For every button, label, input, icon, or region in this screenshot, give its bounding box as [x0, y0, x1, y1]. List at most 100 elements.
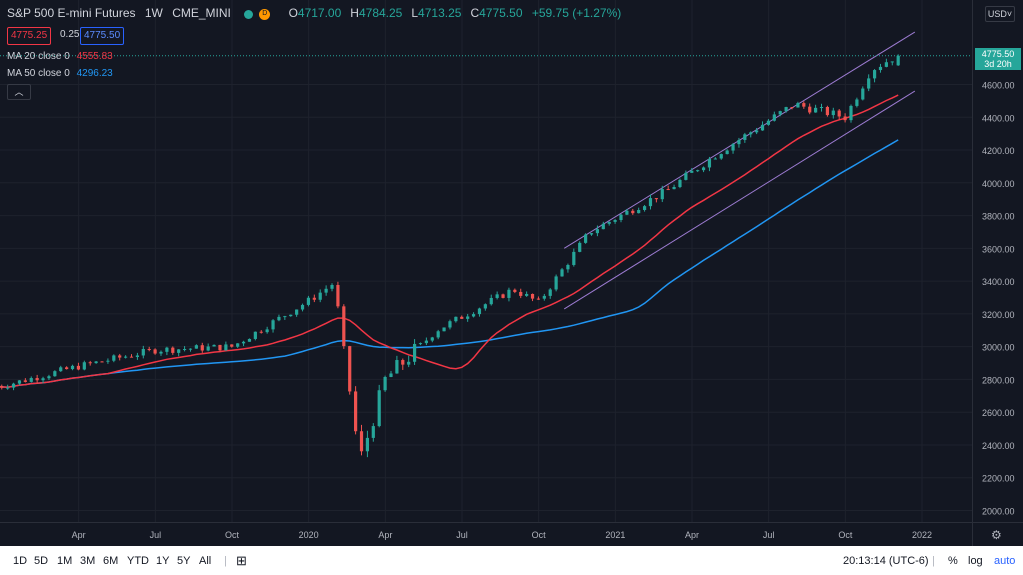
- candle[interactable]: [701, 166, 706, 173]
- candle[interactable]: [342, 304, 346, 349]
- candle[interactable]: [354, 386, 358, 435]
- auto-toggle[interactable]: auto: [994, 555, 1016, 567]
- candle[interactable]: [595, 225, 600, 237]
- candle[interactable]: [289, 314, 293, 317]
- candle[interactable]: [159, 350, 163, 356]
- candle[interactable]: [743, 132, 747, 143]
- candle[interactable]: [808, 103, 812, 115]
- candle[interactable]: [554, 274, 558, 292]
- candle[interactable]: [82, 360, 86, 371]
- candle[interactable]: [872, 69, 877, 83]
- ma20-legend[interactable]: MA 20 close 0 4555.83: [7, 51, 113, 62]
- candle[interactable]: [867, 74, 871, 92]
- candle[interactable]: [118, 353, 122, 361]
- range-1y-button[interactable]: 1Y: [156, 555, 170, 567]
- candle[interactable]: [660, 185, 664, 203]
- candle[interactable]: [572, 248, 576, 267]
- candle[interactable]: [483, 303, 487, 311]
- candle[interactable]: [878, 63, 883, 73]
- candle[interactable]: [312, 294, 316, 303]
- candle[interactable]: [241, 340, 246, 347]
- candle[interactable]: [47, 374, 51, 381]
- candle[interactable]: [536, 296, 541, 300]
- candle[interactable]: [755, 127, 759, 135]
- candle[interactable]: [271, 319, 275, 333]
- candle[interactable]: [784, 106, 788, 113]
- candles[interactable]: [0, 54, 900, 458]
- candle[interactable]: [336, 281, 340, 309]
- candle[interactable]: [348, 345, 352, 395]
- candle[interactable]: [713, 157, 717, 160]
- candle[interactable]: [837, 109, 841, 120]
- candle[interactable]: [306, 295, 311, 307]
- candle[interactable]: [230, 344, 234, 348]
- candle[interactable]: [330, 283, 334, 292]
- candle[interactable]: [731, 142, 735, 154]
- candle[interactable]: [141, 345, 145, 359]
- candle[interactable]: [412, 339, 417, 365]
- candle[interactable]: [778, 110, 782, 117]
- candle[interactable]: [861, 86, 865, 101]
- candle[interactable]: [442, 327, 446, 332]
- candle[interactable]: [365, 430, 370, 458]
- candle[interactable]: [200, 342, 204, 353]
- candle[interactable]: [460, 315, 464, 319]
- range-ytd-button[interactable]: YTD: [127, 555, 149, 567]
- candle[interactable]: [377, 384, 381, 428]
- interval-label[interactable]: 1W: [144, 6, 163, 20]
- range-6m-button[interactable]: 6M: [103, 555, 119, 567]
- candle[interactable]: [619, 213, 623, 223]
- ma20-line[interactable]: [0, 94, 899, 388]
- candle[interactable]: [395, 355, 399, 374]
- candle[interactable]: [584, 233, 588, 244]
- range-1m-button[interactable]: 1M: [57, 555, 73, 567]
- candle[interactable]: [424, 337, 428, 346]
- candle[interactable]: [177, 349, 181, 357]
- candle[interactable]: [383, 375, 387, 392]
- candle[interactable]: [690, 168, 694, 173]
- candle[interactable]: [236, 343, 240, 348]
- collapse-legend-button[interactable]: ︿: [7, 84, 31, 100]
- candle[interactable]: [277, 314, 281, 322]
- candle[interactable]: [631, 208, 635, 215]
- candle[interactable]: [495, 291, 499, 300]
- candle[interactable]: [530, 293, 535, 302]
- candle[interactable]: [112, 354, 116, 363]
- candle[interactable]: [70, 364, 75, 371]
- range-3m-button[interactable]: 3M: [80, 555, 96, 567]
- candle[interactable]: [153, 348, 157, 355]
- candle[interactable]: [129, 354, 134, 358]
- candle[interactable]: [212, 344, 216, 347]
- candle[interactable]: [29, 376, 33, 383]
- candle[interactable]: [448, 319, 452, 330]
- candle[interactable]: [542, 293, 546, 301]
- candle[interactable]: [772, 111, 776, 122]
- candle[interactable]: [35, 374, 39, 384]
- ask-price[interactable]: 4775.50: [80, 27, 125, 45]
- candle[interactable]: [672, 184, 676, 190]
- candle[interactable]: [684, 170, 688, 181]
- percent-toggle[interactable]: %: [948, 555, 958, 567]
- candle[interactable]: [165, 346, 169, 356]
- candle[interactable]: [436, 329, 440, 340]
- candle[interactable]: [796, 101, 800, 108]
- date-range-icon[interactable]: ⊞: [236, 553, 247, 568]
- candle[interactable]: [466, 313, 470, 322]
- candle[interactable]: [707, 156, 712, 172]
- candle[interactable]: [0, 384, 4, 390]
- range-1d-button[interactable]: 1D: [13, 555, 28, 567]
- candle[interactable]: [259, 330, 263, 334]
- candle[interactable]: [637, 207, 641, 214]
- candle[interactable]: [389, 370, 393, 378]
- candle[interactable]: [53, 370, 57, 377]
- candle[interactable]: [589, 232, 594, 236]
- candle[interactable]: [471, 312, 476, 318]
- candle[interactable]: [41, 376, 45, 384]
- candle[interactable]: [88, 360, 92, 366]
- candle[interactable]: [171, 346, 175, 355]
- candle[interactable]: [760, 121, 765, 131]
- candle[interactable]: [654, 198, 658, 203]
- bid-price[interactable]: 4775.25: [7, 27, 52, 45]
- candle[interactable]: [247, 338, 252, 342]
- candle[interactable]: [560, 267, 564, 277]
